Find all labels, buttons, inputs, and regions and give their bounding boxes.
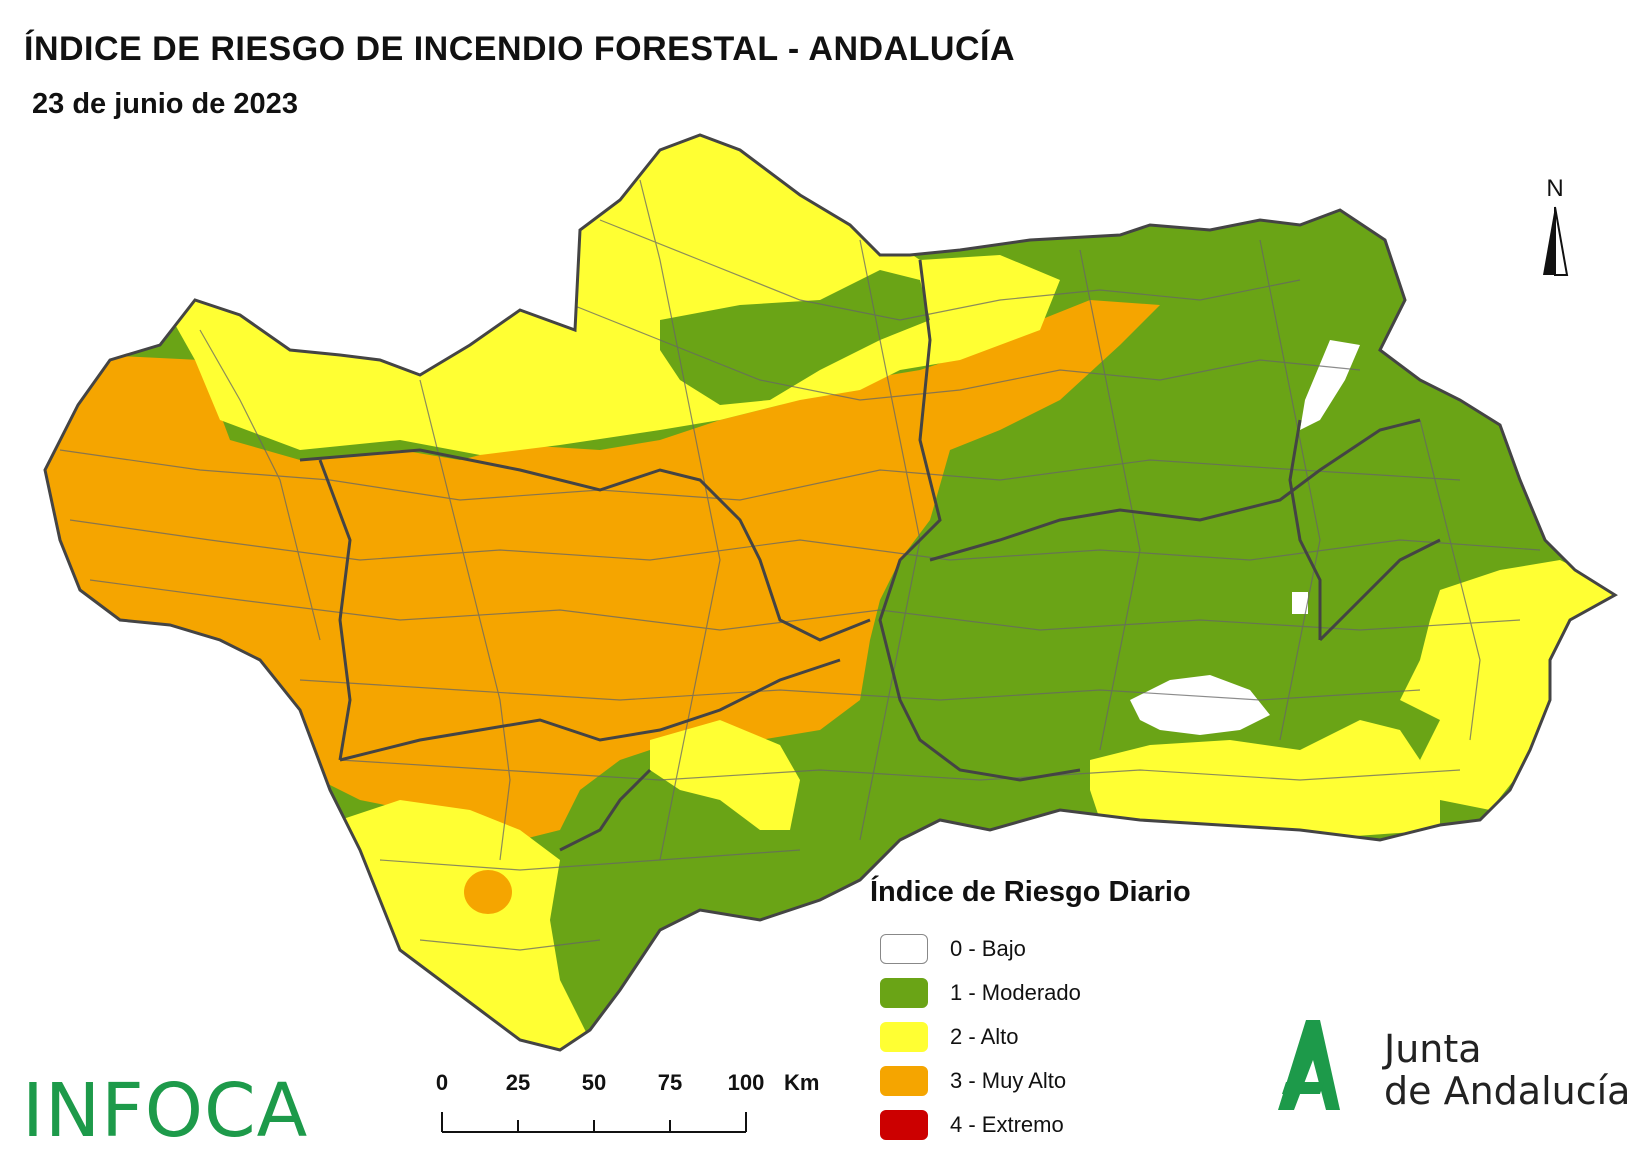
scale-tick-50: 50	[581, 1070, 607, 1095]
legend-label: 3 - Muy Alto	[950, 1068, 1067, 1093]
legend-label: 2 - Alto	[950, 1024, 1019, 1049]
zone-bajo-small	[1292, 592, 1308, 614]
junta-line2: de Andalucía	[1384, 1069, 1631, 1113]
legend-swatch-bajo	[880, 934, 928, 964]
infoca-logo: INFOCA	[22, 1068, 309, 1154]
legend-swatch-alto	[880, 1022, 928, 1052]
north-arrow: N	[1530, 175, 1580, 285]
zone-alto-cadiz	[330, 800, 600, 1050]
legend-item-extremo: 4 - Extremo	[870, 1103, 1290, 1147]
scale-unit: Km	[784, 1070, 820, 1095]
scale-tick-25: 25	[505, 1070, 531, 1095]
municipal-boundaries	[59, 179, 1541, 951]
legend-swatch-moderado	[880, 978, 928, 1008]
north-arrow-icon	[1543, 206, 1569, 276]
legend-label: 0 - Bajo	[950, 936, 1026, 961]
scale-tick-100: 100	[727, 1070, 765, 1095]
junta-andalucia-logo-text: Junta de Andalucía	[1384, 1028, 1630, 1112]
legend: Índice de Riesgo Diario 0 - Bajo 1 - Mod…	[870, 876, 1290, 1147]
zone-alto-coast-malaga	[650, 720, 800, 830]
legend-item-muy-alto: 3 - Muy Alto	[870, 1059, 1290, 1103]
legend-swatch-extremo	[880, 1110, 928, 1140]
scale-tick-0: 0	[435, 1070, 449, 1095]
legend-item-alto: 2 - Alto	[870, 1015, 1290, 1059]
zone-moderado-north-patch	[660, 270, 930, 405]
legend-title: Índice de Riesgo Diario	[870, 876, 1191, 908]
zone-muy-alto-cadiz-patch	[464, 870, 512, 914]
zone-alto-coast-granada	[1090, 720, 1440, 840]
legend-item-bajo: 0 - Bajo	[870, 927, 1290, 971]
zone-alto-almeria	[1400, 560, 1615, 810]
zone-bajo-cazorla	[1300, 340, 1360, 430]
scale-line	[441, 1112, 747, 1133]
legend-label: 1 - Moderado	[950, 980, 1081, 1005]
map-date: 23 de junio de 2023	[32, 88, 298, 120]
north-label: N	[1546, 175, 1564, 202]
provincial-boundaries	[299, 259, 1441, 852]
junta-andalucia-logo-icon	[1278, 1020, 1340, 1110]
legend-label: 4 - Extremo	[950, 1112, 1064, 1137]
zone-bajo-sierra-nevada	[1130, 675, 1270, 735]
map-title: ÍNDICE DE RIESGO DE INCENDIO FORESTAL - …	[24, 30, 1016, 68]
legend-item-moderado: 1 - Moderado	[870, 971, 1290, 1015]
scale-bar: 0 25 50 75 100 Km	[430, 1070, 830, 1140]
legend-swatch-muy-alto	[880, 1066, 928, 1096]
scale-tick-75: 75	[657, 1070, 683, 1095]
junta-line1: Junta	[1384, 1027, 1482, 1071]
